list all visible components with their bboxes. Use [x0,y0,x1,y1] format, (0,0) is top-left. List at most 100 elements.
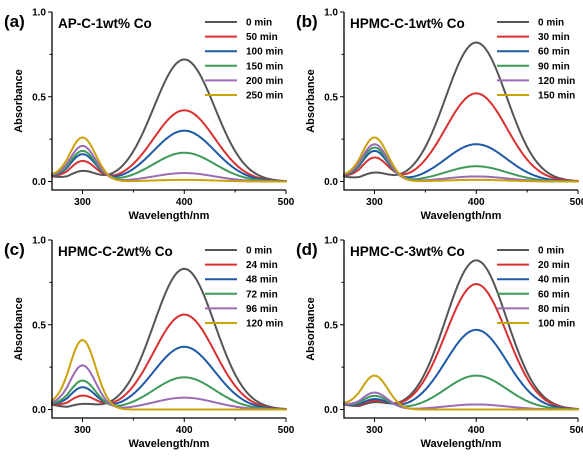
legend-label: 120 min [538,76,575,87]
legend-label: 100 min [246,47,283,58]
y-tick-label: 1.0 [32,236,46,247]
legend-label: 120 min [246,319,283,330]
panel-letter: (d) [296,240,318,259]
series-line [343,283,579,411]
y-tick-label: 0.5 [32,320,46,331]
axes-frame [51,240,286,419]
series-line [343,146,579,183]
y-tick-label: 0.5 [324,92,338,103]
legend-label: 250 min [246,91,283,102]
series-line [51,376,287,411]
y-tick-label: 0.0 [324,405,338,416]
y-tick-label: 0.0 [32,405,46,416]
x-axis-title: Wavelength/nm [421,210,502,222]
series-line [343,92,579,183]
series-line [51,364,287,411]
panel-title: AP-C-1wt% Co [58,16,152,31]
y-tick-label: 1.0 [324,8,338,19]
x-tick-label: 500 [570,197,583,208]
x-tick-label: 400 [176,425,193,436]
series-line [51,149,287,183]
legend-label: 30 min [538,32,570,43]
legend-label: 200 min [246,76,283,87]
legend-label: 40 min [538,275,570,286]
y-tick-label: 0.5 [324,320,338,331]
series-line [51,339,287,411]
series-line [343,374,579,411]
legend-label: 60 min [538,47,570,58]
legend-label: 100 min [538,319,575,330]
legend-label: 60 min [538,289,570,300]
y-axis-title: Absorbance [13,69,25,133]
y-tick-label: 0.0 [32,177,46,188]
series-line [343,374,579,411]
legend-label: 24 min [246,260,278,271]
panel-d: 300 400 500 0.0 0.5 1.0 Wavelength/nm Absorbanc… [296,236,583,451]
legend-label: 90 min [538,61,570,72]
legend-label: 0 min [538,246,564,257]
panel-c: 300 400 500 0.0 0.5 1.0 Wavelength/nm Absorbanc… [4,236,295,451]
y-tick-label: 0.5 [32,92,46,103]
legend-label: 96 min [246,304,278,315]
y-axis-title: Absorbance [13,297,25,361]
x-tick-label: 300 [74,197,91,208]
panel-a: 300 400 500 0.0 0.5 1.0 Wavelength/nm Absorbanc… [4,8,295,223]
series-line [51,345,287,411]
series-line [343,143,579,183]
x-tick-label: 400 [468,425,485,436]
x-tick-label: 300 [74,425,91,436]
legend-label: 150 min [538,91,575,102]
y-tick-label: 1.0 [324,236,338,247]
panel-title: HPMC-C-1wt% Co [350,16,465,31]
legend: 0 min 30 min 60 min 90 min 120 min 150 min [497,18,575,102]
panel-title: HPMC-C-2wt% Co [58,244,173,259]
legend-label: 0 min [246,246,272,257]
y-axis-title: Absorbance [305,297,317,361]
series-line [343,136,579,183]
series-line [51,109,287,183]
series-line [343,41,579,182]
curves [51,267,287,411]
legend-label: 0 min [538,18,564,29]
axes-frame [343,12,578,191]
series-line [51,267,287,410]
y-tick-label: 1.0 [32,8,46,19]
axes-frame [343,240,578,419]
x-axis-title: Wavelength/nm [129,438,210,450]
panel-letter: (c) [4,240,25,259]
series-line [343,259,579,410]
y-tick-label: 0.0 [324,177,338,188]
panel-title: HPMC-C-3wt% Co [350,244,465,259]
x-tick-label: 500 [570,425,583,436]
legend-label: 48 min [246,275,278,286]
x-tick-label: 500 [278,425,295,436]
panel-letter: (b) [296,12,318,31]
x-tick-label: 400 [176,197,193,208]
legend: 0 min 20 min 40 min 60 min 80 min 100 min [497,246,575,330]
legend-label: 72 min [246,289,278,300]
legend-label: 50 min [246,32,278,43]
legend-label: 0 min [246,18,272,29]
panel-b: 300 400 500 0.0 0.5 1.0 Wavelength/nm Absorbanc… [296,8,583,223]
panel-letter: (a) [4,12,25,31]
x-tick-label: 300 [366,425,383,436]
x-tick-label: 400 [468,197,485,208]
curves [343,41,579,183]
x-axis-title: Wavelength/nm [129,210,210,222]
series-line [51,129,287,183]
curves [51,58,287,183]
legend: 0 min 24 min 48 min 72 min 96 min 120 min [205,246,283,330]
legend-label: 20 min [538,260,570,271]
series-line [51,58,287,183]
y-axis-title: Absorbance [305,69,317,133]
series-line [51,136,287,183]
x-tick-label: 500 [278,197,295,208]
axes-frame [51,12,286,191]
series-line [343,328,579,411]
series-line [51,313,287,411]
x-tick-label: 300 [366,197,383,208]
curves [343,259,579,411]
legend: 0 min 50 min 100 min 150 min 200 min 250 min [205,18,283,102]
x-axis-title: Wavelength/nm [421,438,502,450]
